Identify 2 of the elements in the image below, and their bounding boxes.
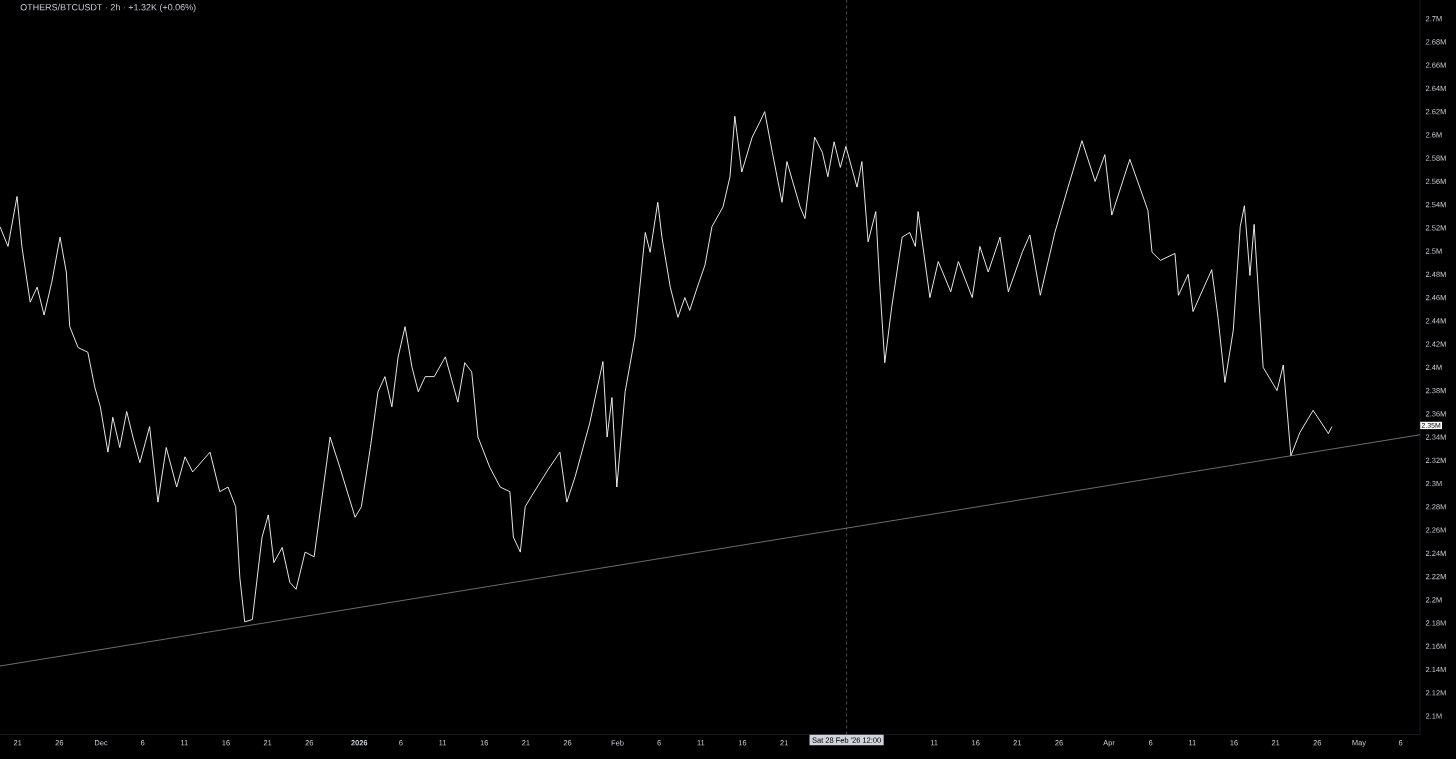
line-series	[0, 111, 1333, 623]
text: OTHERS/BTCUSDT · 2h · +1.32K (+0.06%)	[20, 3, 196, 13]
